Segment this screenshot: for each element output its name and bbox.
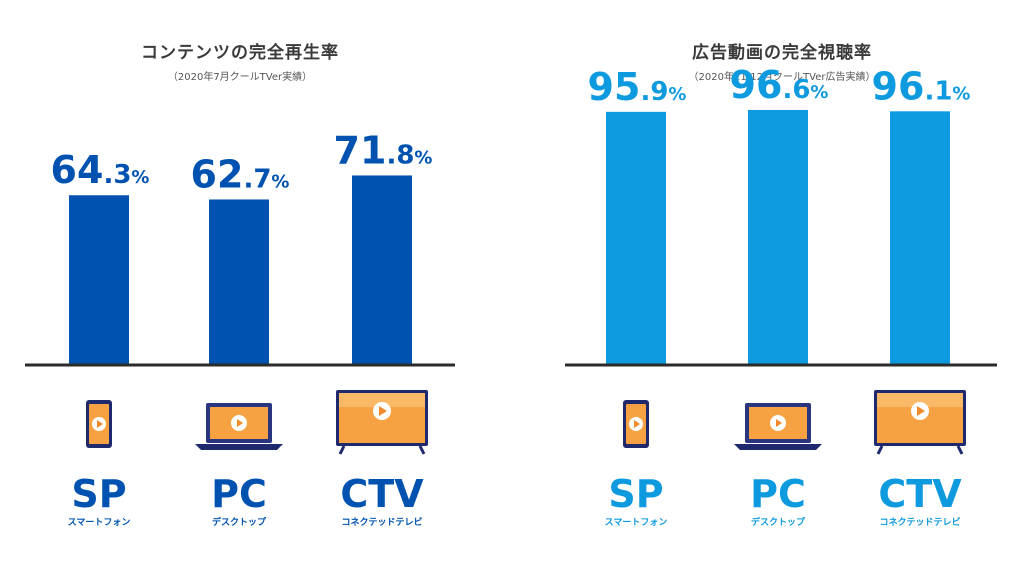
smartphone-icon	[86, 400, 112, 448]
data-label: 62.7%	[191, 152, 290, 196]
tv-icon	[336, 390, 428, 455]
bar	[69, 195, 129, 365]
category-label: コネクテッドテレビ	[341, 516, 422, 528]
bar	[352, 175, 412, 365]
category-code: CTV	[340, 472, 424, 516]
chart-title: 広告動画の完全視聴率	[692, 42, 872, 63]
category-code: SP	[71, 472, 126, 516]
category-label: コネクテッドテレビ	[879, 516, 960, 528]
category-code: SP	[608, 472, 663, 516]
data-label: 96.1%	[872, 64, 971, 108]
bar	[209, 199, 269, 365]
category-label: デスクトップ	[751, 516, 806, 528]
chart-subtitle: （2020年7月クールTVer実績）	[168, 70, 312, 83]
tv-icon	[874, 390, 966, 455]
category-code: CTV	[878, 472, 962, 516]
chart-panel-2: 広告動画の完全視聴率 （2020年11-12月クールTVer広告実績）95.9% S…	[565, 42, 997, 528]
laptop-icon	[195, 403, 283, 450]
category-label: スマートフォン	[605, 517, 668, 528]
bar	[606, 111, 666, 365]
category-label: デスクトップ	[212, 516, 267, 528]
chart-title: コンテンツの完全再生率	[141, 42, 339, 63]
category-code: PC	[750, 472, 806, 516]
laptop-icon	[734, 403, 822, 450]
chart-subtitle: （2020年11-12月クールTVer広告実績）	[689, 70, 876, 83]
bar	[890, 111, 950, 366]
data-label: 95.9%	[588, 65, 687, 109]
data-label: 96.6%	[730, 63, 829, 107]
smartphone-icon	[623, 400, 649, 448]
category-label: スマートフォン	[68, 517, 131, 528]
data-label: 71.8%	[334, 128, 433, 172]
data-label: 64.3%	[51, 148, 150, 192]
chart-panel-1: コンテンツの完全再生率 （2020年7月クールTVer実績） 64.3% SPスマート…	[25, 42, 455, 528]
category-code: PC	[211, 472, 267, 516]
bar	[748, 109, 808, 365]
